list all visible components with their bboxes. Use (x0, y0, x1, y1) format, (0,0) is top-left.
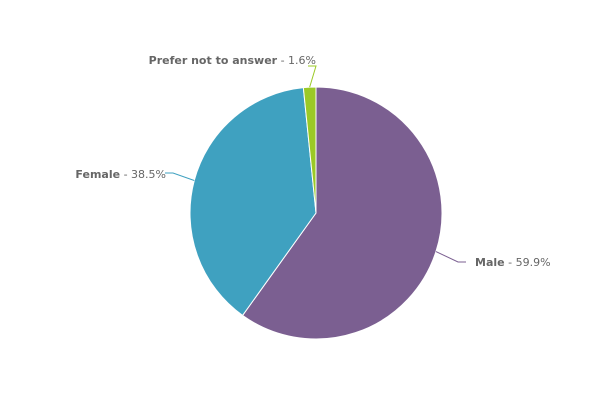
connector-line-male (435, 251, 466, 263)
pie-slice-female[interactable] (189, 87, 317, 317)
pie-slice-male[interactable] (241, 86, 443, 340)
connector-line-female (165, 172, 195, 181)
connector-line-prefer-not-to-answer (308, 65, 317, 88)
data-label-separator: - (120, 168, 131, 181)
data-label-name: Prefer not to answer (149, 54, 278, 67)
data-label-prefer-not-to-answer: Prefer not to answer - 1.6% (149, 54, 316, 67)
pie-slice-prefer-not-to-answer[interactable] (302, 86, 317, 214)
data-label-separator: - (277, 54, 288, 67)
data-label-value: 38.5% (131, 168, 166, 181)
data-label-name: Female (75, 168, 120, 181)
data-label-separator: - (505, 256, 516, 269)
data-label-name: Male (475, 256, 505, 269)
data-label-value: 59.9% (516, 256, 551, 269)
data-label-male: Male - 59.9% (475, 256, 551, 269)
data-label-female: Female - 38.5% (75, 168, 166, 181)
data-label-value: 1.6% (288, 54, 316, 67)
